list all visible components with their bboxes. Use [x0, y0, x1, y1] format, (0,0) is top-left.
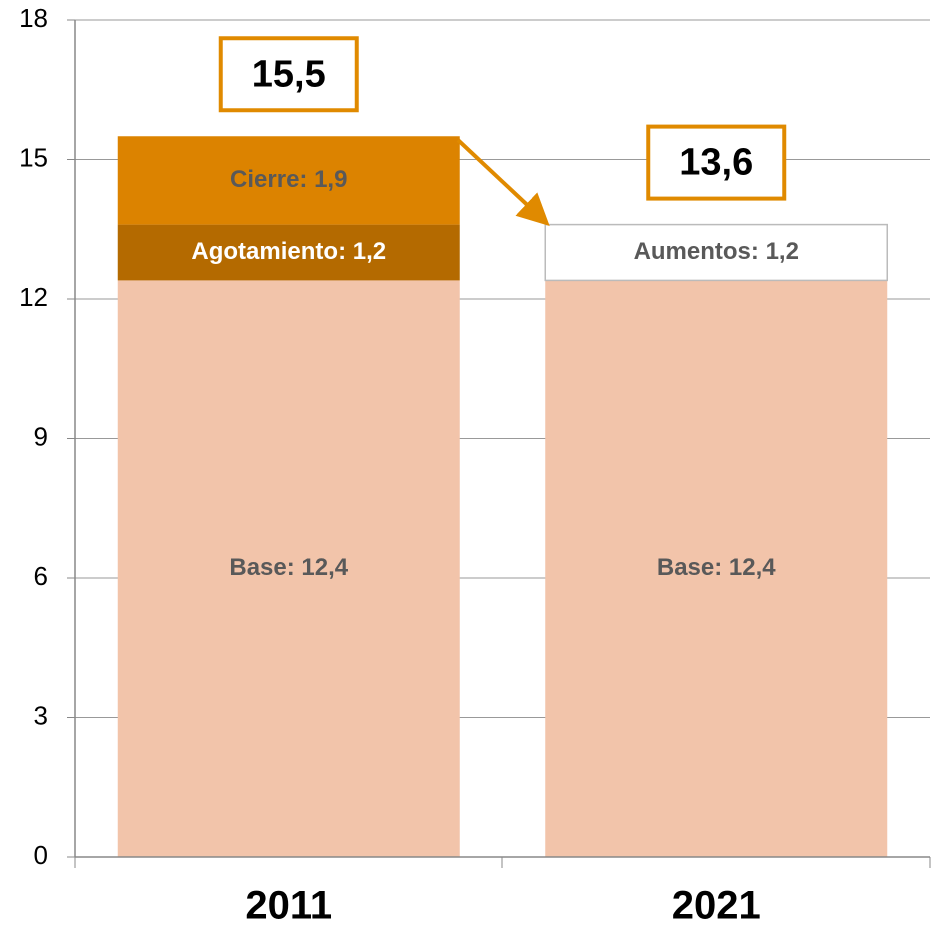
y-tick-label: 12 — [19, 282, 48, 312]
bar-segment — [544, 223, 888, 282]
segment-label: Base: 12,4 — [229, 554, 348, 581]
x-tick-label: 2011 — [245, 884, 332, 928]
bar-segment — [117, 136, 460, 225]
segment-label: Aumentos: 1,2 — [634, 238, 799, 265]
total-label: 15,5 — [252, 53, 326, 95]
segment-label: Base: 12,4 — [657, 554, 776, 581]
total-box — [218, 36, 359, 113]
y-tick-label: 9 — [34, 421, 48, 451]
y-tick-label: 0 — [34, 840, 48, 870]
segment-label: Cierre: 1,9 — [230, 166, 347, 193]
y-tick-label: 18 — [19, 3, 48, 33]
arrow — [456, 138, 550, 226]
y-tick-label: 15 — [19, 142, 48, 172]
bar-segment — [545, 280, 888, 857]
y-tick-label: 6 — [34, 561, 48, 591]
y-tick-label: 3 — [34, 700, 48, 730]
total-box — [646, 124, 787, 201]
x-tick-label: 2021 — [672, 884, 761, 928]
bar-segment — [117, 224, 460, 281]
total-label: 13,6 — [679, 142, 753, 184]
segment-label: Agotamiento: 1,2 — [191, 238, 386, 265]
bar-segment — [117, 280, 460, 857]
